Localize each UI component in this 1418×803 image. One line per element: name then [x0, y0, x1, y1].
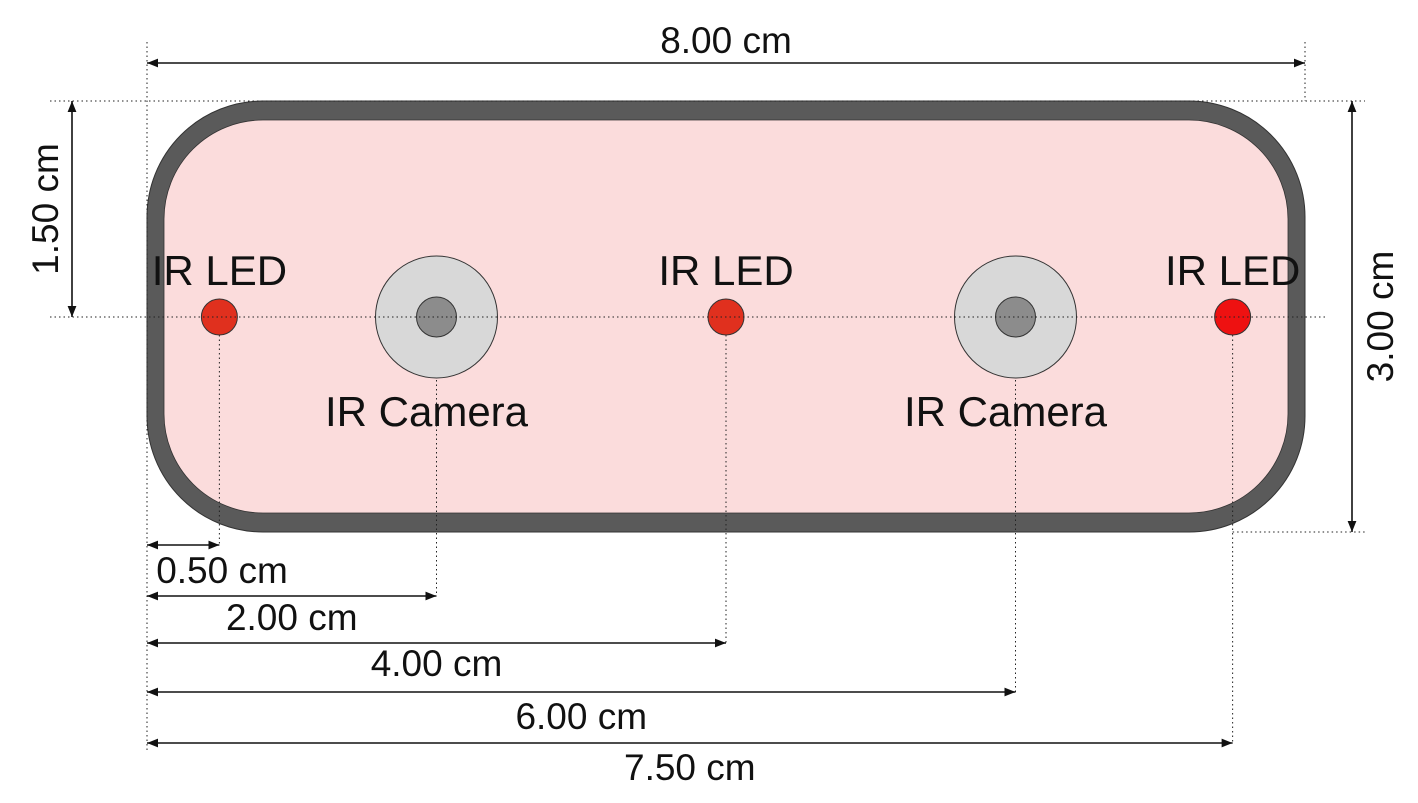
- components: IR LED IR Camera IR LED IR Camera IR LED: [50, 247, 1328, 435]
- total-width-label: 8.00 cm: [660, 20, 792, 61]
- offset-label-2: 2.00 cm: [226, 597, 358, 638]
- ir-led-5: [1214, 298, 1252, 336]
- dimension-lines: 8.00 cm 3.00 cm 1.50 cm 0.50 cm 2.00 cm 4.00 …: [25, 20, 1401, 788]
- ir-led-label: IR LED: [658, 247, 793, 294]
- ir-camera-label: IR Camera: [904, 388, 1108, 435]
- ir-camera-label: IR Camera: [325, 388, 529, 435]
- offset-label-5: 7.50 cm: [624, 747, 756, 788]
- total-height-label: 3.00 cm: [1360, 251, 1401, 383]
- offset-label-3: 4.00 cm: [371, 643, 503, 684]
- center-height-label: 1.50 cm: [25, 143, 66, 275]
- ir-led-label: IR LED: [152, 247, 287, 294]
- ir-led-1: [200, 298, 238, 336]
- offset-label-4: 6.00 cm: [515, 696, 647, 737]
- offset-label-1: 0.50 cm: [156, 550, 288, 591]
- ir-led-label: IR LED: [1165, 247, 1300, 294]
- ir-camera-lens: [995, 296, 1036, 338]
